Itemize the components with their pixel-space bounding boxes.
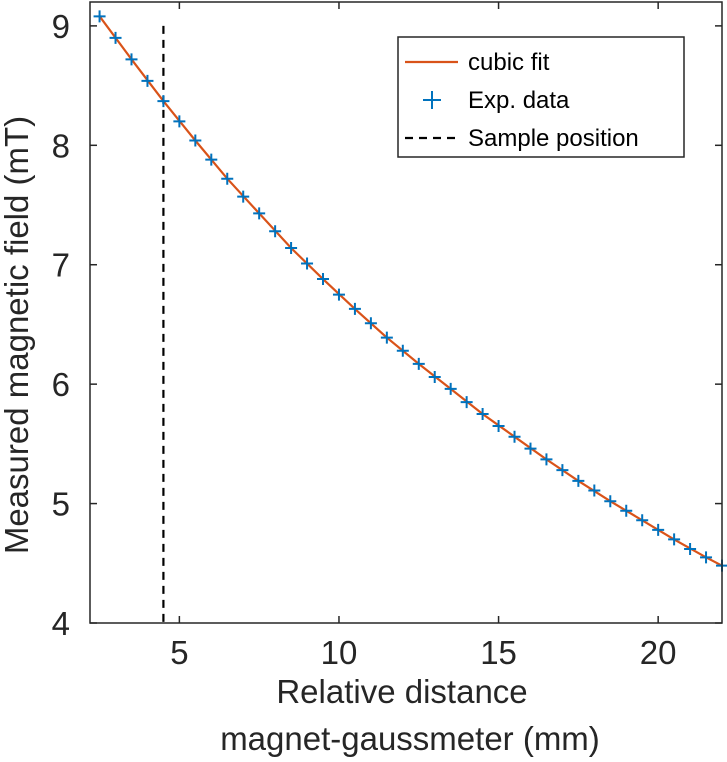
y-tick-label: 6	[52, 366, 70, 403]
exp-data-point	[237, 190, 250, 203]
x-tick-label: 10	[321, 634, 358, 671]
y-axis-label: Measured magnetic field (mT)	[0, 116, 35, 554]
exp-data-point	[668, 533, 681, 546]
exp-data-point	[588, 484, 601, 497]
exp-data-point	[269, 225, 282, 238]
exp-data-point	[620, 504, 633, 517]
exp-data-point	[205, 153, 218, 166]
exp-data-point	[460, 396, 473, 409]
exp-data-point	[141, 74, 154, 87]
exp-data-point	[332, 288, 345, 301]
legend-label-cubic-fit: cubic fit	[468, 49, 550, 76]
legend-swatch-exp-data	[423, 91, 441, 109]
exp-data-point	[604, 495, 617, 508]
exp-data-point	[173, 115, 186, 128]
exp-data-point	[476, 408, 489, 421]
x-tick-label: 5	[170, 634, 188, 671]
series-layer	[93, 10, 727, 623]
exp-data-point	[700, 551, 713, 564]
exp-data-point	[364, 317, 377, 330]
x-axis-label-line-1: Relative distance	[276, 673, 527, 710]
exp-data-point	[396, 344, 409, 357]
exp-data-point	[636, 514, 649, 527]
x-tick-label: 20	[640, 634, 677, 671]
ticks-layer: 5 10 15 20 4 5 6 7 8 9	[52, 2, 722, 671]
exp-data-point	[253, 207, 266, 220]
exp-data-point	[428, 370, 441, 383]
legend-box	[397, 36, 685, 158]
y-tick-label: 9	[52, 8, 70, 45]
exp-data-point	[492, 419, 505, 432]
exp-data-point	[317, 273, 330, 286]
exp-data-point	[125, 53, 138, 66]
exp-data-point	[508, 430, 521, 443]
exp-data-point	[348, 302, 361, 315]
exp-data-point	[301, 257, 314, 270]
legend-label-exp-data: Exp. data	[468, 87, 570, 114]
exp-data-point	[684, 542, 697, 555]
exp-data-point	[189, 134, 202, 147]
x-tick-label: 15	[480, 634, 517, 671]
legend-label-sample-position: Sample position	[468, 125, 639, 152]
axes-box	[89, 1, 723, 624]
y-tick-label: 5	[52, 486, 70, 523]
exp-data-point	[380, 331, 393, 344]
y-tick-label: 4	[52, 605, 70, 642]
exp-data-point	[93, 10, 106, 23]
exp-data-point	[556, 464, 569, 477]
exp-data-point	[652, 523, 665, 536]
exp-data-point	[540, 453, 553, 466]
x-axis-label-line-2: magnet-gaussmeter (mm)	[220, 720, 600, 757]
exp-data-point	[572, 474, 585, 487]
y-tick-label: 8	[52, 127, 70, 164]
exp-data-point	[109, 31, 122, 44]
exp-data-point	[524, 442, 537, 455]
exp-data-point	[444, 382, 457, 395]
exp-data-point	[221, 172, 234, 185]
legend: cubic fit Exp. data Sample position	[397, 36, 685, 158]
y-tick-label: 7	[52, 247, 70, 284]
exp-data-point	[412, 357, 425, 370]
exp-data-point	[285, 242, 298, 255]
exp-data-point	[157, 95, 170, 108]
